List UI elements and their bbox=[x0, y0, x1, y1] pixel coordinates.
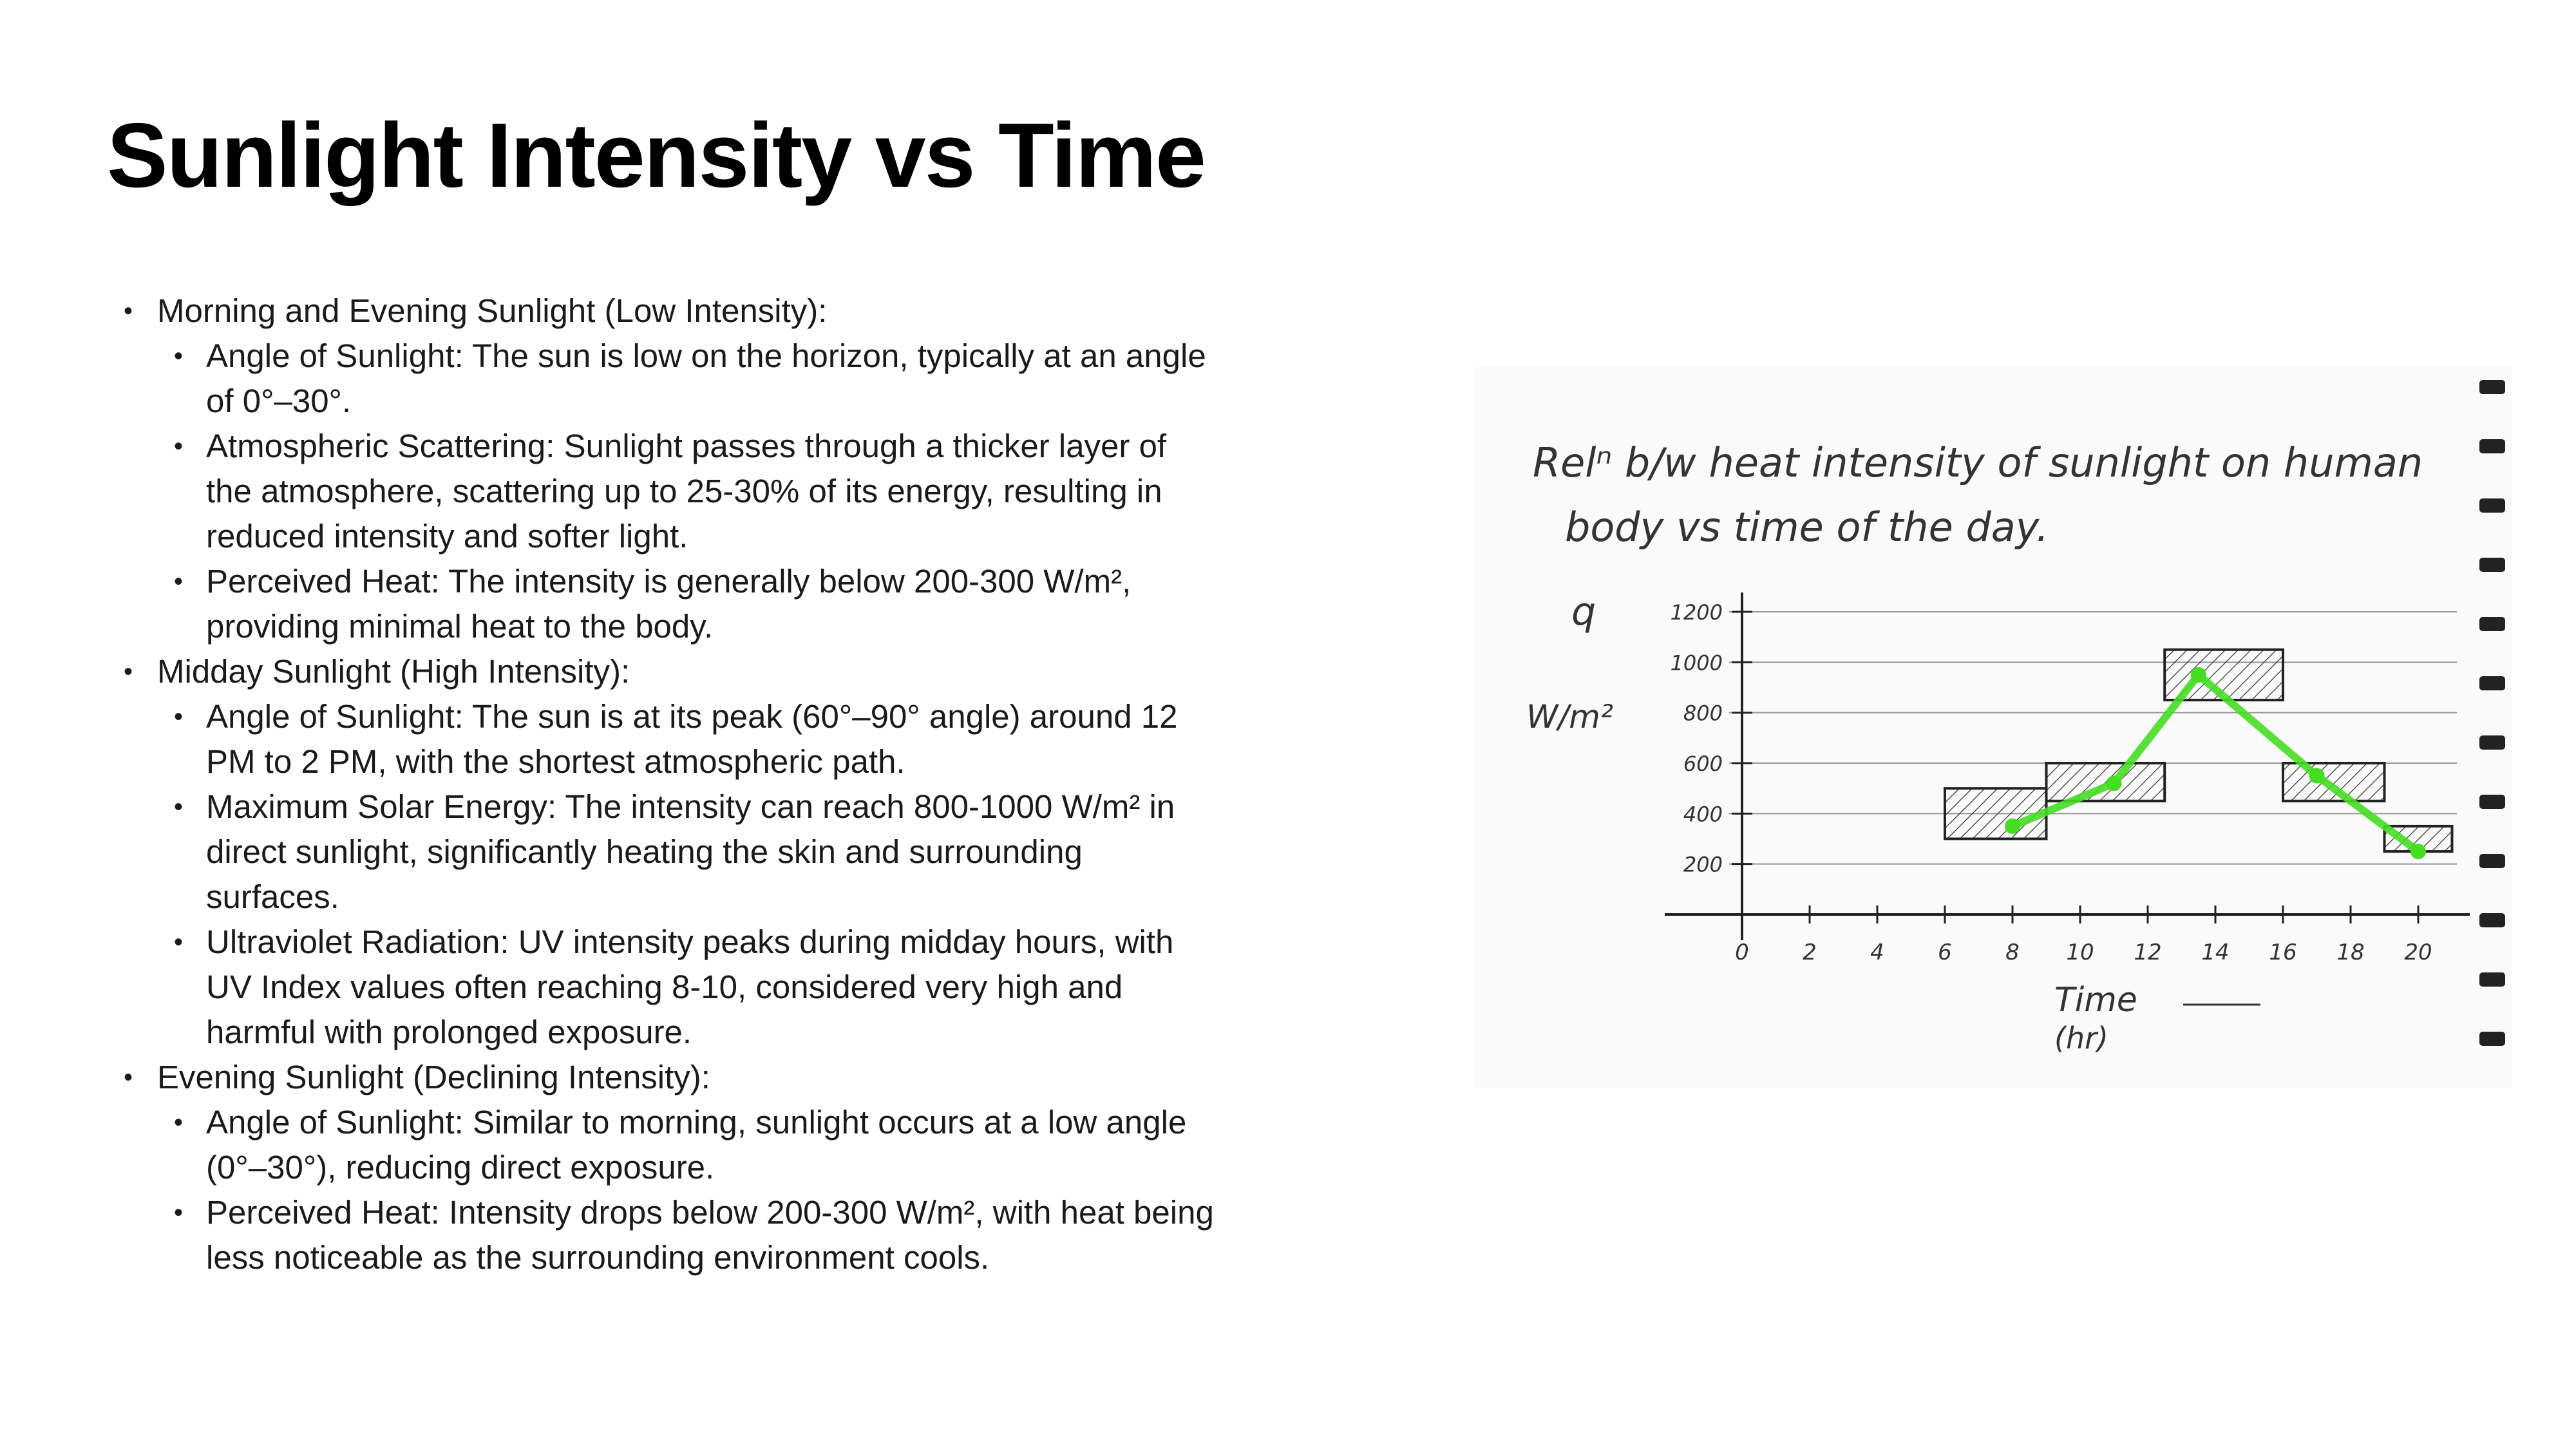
x-tick-label: 12 bbox=[2134, 940, 2161, 965]
x-tick-label: 2 bbox=[1803, 940, 1817, 965]
x-tick-label: 0 bbox=[1735, 940, 1749, 965]
hatched-block bbox=[1944, 787, 2048, 840]
data-point bbox=[2005, 818, 2020, 834]
spiral-ring bbox=[2479, 617, 2505, 631]
spiral-ring bbox=[2479, 498, 2505, 513]
data-point bbox=[2190, 667, 2206, 683]
y-tick-label: 600 bbox=[1683, 752, 1723, 776]
notebook-spiral bbox=[2479, 380, 2505, 1046]
section-item: Midday Sunlight (High Intensity): Angle o… bbox=[108, 649, 1216, 1055]
spiral-ring bbox=[2479, 676, 2505, 690]
spiral-ring bbox=[2479, 380, 2505, 394]
slide-title: Sunlight Intensity vs Time bbox=[107, 104, 1206, 207]
x-tick-label: 10 bbox=[2066, 940, 2094, 965]
sub-bullet-item: Maximum Solar Energy: The intensity can … bbox=[157, 784, 1216, 920]
x-axis-label-line1: Time bbox=[2054, 981, 2137, 1019]
x-tick-label: 8 bbox=[2005, 940, 2020, 965]
spiral-ring bbox=[2479, 735, 2505, 750]
sub-bullet-item: Ultraviolet Radiation: UV intensity peak… bbox=[157, 920, 1216, 1055]
hand-drawn-chart: Relⁿ b/w heat intensity of sunlight on h… bbox=[1475, 367, 2512, 1088]
y-axis-unit: W/m² bbox=[1526, 698, 1613, 735]
y-axis-symbol: q bbox=[1571, 589, 1596, 634]
sub-bullet-list: Angle of Sunlight: The sun is at its pea… bbox=[157, 694, 1216, 1055]
sub-bullet-item: Atmospheric Scattering: Sunlight passes … bbox=[157, 424, 1216, 559]
data-point bbox=[2410, 844, 2426, 860]
x-tick-label: 20 bbox=[2404, 940, 2432, 965]
sub-bullet-item: Angle of Sunlight: Similar to morning, s… bbox=[157, 1100, 1216, 1190]
sketch-caption-line2: body vs time of the day. bbox=[1565, 504, 2049, 551]
data-point bbox=[2309, 768, 2325, 784]
x-axis-label-line2: (hr) bbox=[2054, 1021, 2108, 1056]
chart-svg: Relⁿ b/w heat intensity of sunlight on h… bbox=[1526, 380, 2505, 1056]
spiral-ring bbox=[2479, 913, 2505, 927]
x-tick-label: 6 bbox=[1938, 940, 1952, 965]
sub-bullet-list: Angle of Sunlight: The sun is low on the… bbox=[157, 334, 1216, 649]
hatched-block bbox=[2282, 762, 2386, 802]
sub-bullet-list: Angle of Sunlight: Similar to morning, s… bbox=[157, 1100, 1216, 1280]
section-list: Morning and Evening Sunlight (Low Intens… bbox=[108, 289, 1216, 1280]
section-item: Evening Sunlight (Declining Intensity): A… bbox=[108, 1055, 1216, 1280]
x-tick-label: 16 bbox=[2269, 940, 2297, 965]
data-point bbox=[2106, 775, 2122, 791]
sketch-caption-line1: Relⁿ b/w heat intensity of sunlight on h… bbox=[1533, 439, 2423, 486]
spiral-ring bbox=[2479, 795, 2505, 809]
spiral-ring bbox=[2479, 1032, 2505, 1046]
chart-plot-area: 0 2 4 6 8 10 12 14 16 18 20 200 400 600 800 1000 1200 bbox=[1665, 592, 2470, 965]
section-heading: Evening Sunlight (Declining Intensity): bbox=[157, 1059, 710, 1095]
y-tick-label: 200 bbox=[1683, 853, 1723, 877]
hatched-block bbox=[2045, 762, 2166, 802]
y-tick-label: 1200 bbox=[1671, 600, 1723, 625]
spiral-ring bbox=[2479, 972, 2505, 987]
spiral-ring bbox=[2479, 854, 2505, 868]
y-tick-label: 800 bbox=[1683, 701, 1723, 726]
bullet-list: Morning and Evening Sunlight (Low Intens… bbox=[108, 289, 1216, 1280]
section-heading: Midday Sunlight (High Intensity): bbox=[157, 653, 630, 690]
spiral-ring bbox=[2479, 558, 2505, 572]
x-tick-label: 4 bbox=[1870, 940, 1884, 965]
y-tick-label: 1000 bbox=[1671, 650, 1723, 675]
x-tick-label: 14 bbox=[2201, 940, 2229, 965]
section-heading: Morning and Evening Sunlight (Low Intens… bbox=[157, 292, 827, 329]
section-item: Morning and Evening Sunlight (Low Intens… bbox=[108, 289, 1216, 649]
sub-bullet-item: Angle of Sunlight: The sun is low on the… bbox=[157, 334, 1216, 424]
spiral-ring bbox=[2479, 439, 2505, 453]
y-tick-label: 400 bbox=[1683, 802, 1723, 826]
sub-bullet-item: Angle of Sunlight: The sun is at its pea… bbox=[157, 694, 1216, 784]
sub-bullet-item: Perceived Heat: Intensity drops below 20… bbox=[157, 1190, 1216, 1280]
sub-bullet-item: Perceived Heat: The intensity is general… bbox=[157, 559, 1216, 649]
x-tick-label: 18 bbox=[2336, 940, 2364, 965]
